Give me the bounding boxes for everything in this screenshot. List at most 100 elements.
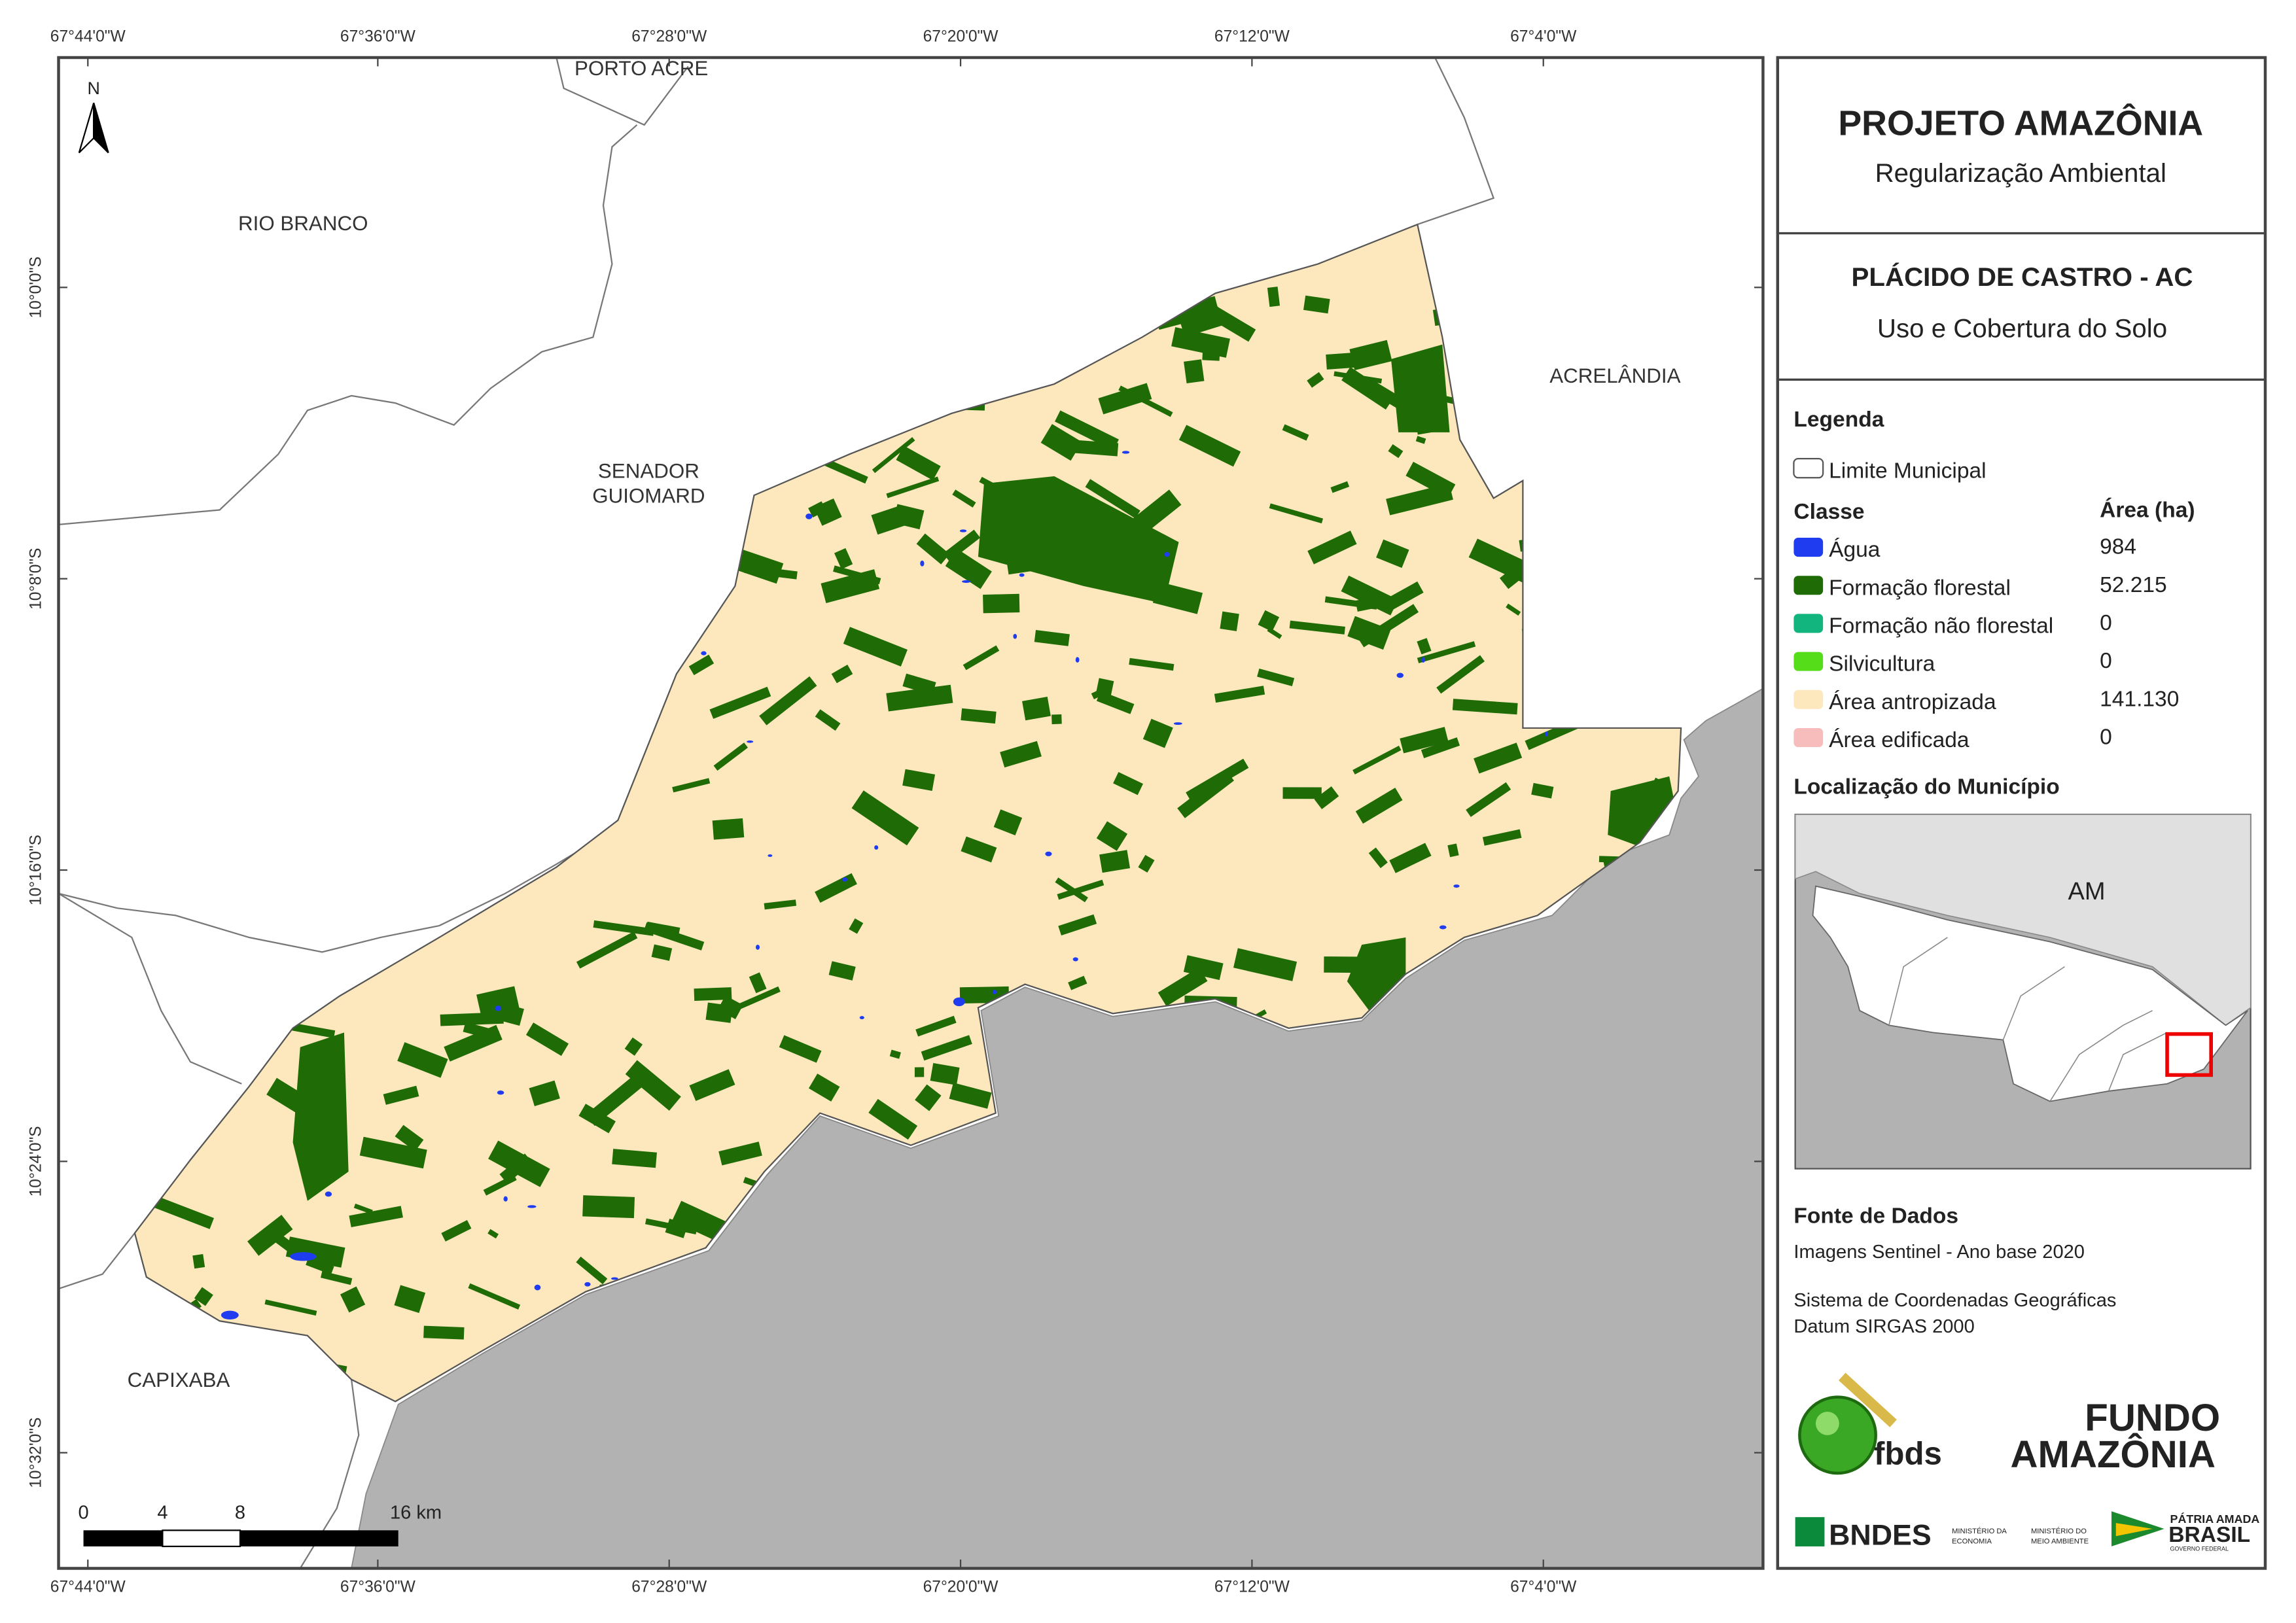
forest-patch [978, 476, 1179, 604]
forest-patch [1085, 479, 1140, 519]
water [1453, 884, 1460, 888]
lat-label: 10°32'0"S [27, 1418, 45, 1488]
forest-patch [1355, 788, 1403, 824]
forest-patch [576, 1256, 608, 1285]
forest-patch [834, 548, 853, 570]
neighbor-state [351, 688, 1763, 1569]
forest-patch [961, 836, 997, 863]
legend-swatch [1793, 538, 1824, 557]
title: PROJETO AMAZÔNIA [1838, 103, 2203, 143]
forest-patch [1205, 304, 1256, 342]
forest-patch [1506, 603, 1521, 616]
legend-swatch [1793, 652, 1824, 671]
forest-patch [1417, 638, 1432, 655]
water [495, 1005, 502, 1011]
forest-patch [1214, 686, 1265, 703]
map-area: PORTO ACRE RIO BRANCO SENADOR GUIOMARD A… [58, 57, 1763, 1569]
forest-patch [1000, 741, 1042, 768]
forest-patch [292, 1032, 349, 1201]
forest-patch [1157, 967, 1208, 1007]
forest-patch [886, 476, 940, 498]
place-label: SENADOR [598, 459, 699, 482]
lon-label: 67°28'0"W [631, 1578, 707, 1596]
forest-patch [612, 1149, 657, 1168]
forest-patch [285, 1236, 345, 1268]
forest-patch [689, 1069, 735, 1102]
legend-area: 0 [2100, 611, 2112, 635]
forest-patch [716, 986, 781, 1019]
forest-patch [1129, 657, 1174, 671]
forest-patch [1333, 371, 1383, 384]
forest-patch [1307, 531, 1357, 565]
forest-patch [808, 501, 826, 517]
lon-label: 67°44'0"W [50, 1578, 126, 1596]
forest-patch [1289, 620, 1345, 635]
forest-patch [1142, 718, 1173, 748]
water [584, 1282, 591, 1287]
forest-patch [833, 565, 881, 585]
forest-patch [1267, 287, 1280, 307]
forest-patch [1022, 697, 1051, 721]
legend-swatch [1793, 689, 1824, 709]
water [290, 1252, 317, 1261]
forest-patch [1390, 344, 1450, 432]
place-label: RIO BRANCO [238, 212, 368, 235]
legend-label: Água [1829, 538, 1881, 562]
forest-patch [1482, 829, 1522, 846]
lon-label: 67°44'0"W [50, 27, 126, 45]
lon-label: 67°12'0"W [1214, 27, 1290, 45]
forest-patch [349, 1206, 403, 1228]
forest-patch [192, 1253, 205, 1269]
water [1019, 573, 1025, 577]
forest-patch [1258, 610, 1280, 632]
forest-patch [1178, 425, 1241, 467]
legend-swatch [1793, 576, 1824, 595]
source-line: Sistema de Coordenadas Geográficas [1793, 1290, 2116, 1311]
forest-patch [1531, 782, 1554, 799]
water [527, 1205, 537, 1208]
forest-patch [1057, 879, 1104, 900]
forest-patch [851, 790, 919, 846]
forest-patch [1314, 786, 1339, 810]
forest-patch [1184, 359, 1205, 384]
forest-patch [1220, 611, 1239, 631]
forest-patch [779, 1035, 822, 1063]
forest-patch [147, 1194, 214, 1229]
lon-label: 67°4'0"W [1510, 1578, 1577, 1596]
logo-text: PÁTRIA AMADA [2170, 1512, 2260, 1526]
forest-patch [1389, 843, 1432, 873]
source-line: Datum SIRGAS 2000 [1793, 1316, 1974, 1337]
forest-patch [1326, 352, 1358, 370]
forest-patch [444, 1024, 503, 1062]
forest-patch [625, 1060, 681, 1111]
forest-patch [645, 1218, 698, 1234]
water [610, 1277, 618, 1280]
forest-patch [1349, 340, 1392, 371]
forest-patch [383, 1085, 419, 1105]
municipality-name: PLÁCIDO DE CASTRO - AC [1852, 262, 2193, 292]
forest-patch [483, 1174, 517, 1196]
forest-patch [672, 778, 711, 793]
water [1439, 925, 1447, 930]
water [701, 651, 707, 655]
scale-label: 8 [235, 1502, 245, 1523]
forest-patch [1388, 444, 1404, 459]
forest-patch [1096, 821, 1128, 851]
forest-patch [709, 686, 771, 719]
water [992, 989, 997, 994]
logo-text: ECONOMIA [1952, 1537, 1992, 1545]
water [1072, 957, 1078, 962]
forest-patch [247, 1214, 293, 1256]
inset-label: AM [2068, 878, 2105, 905]
place-label: CAPIXABA [128, 1369, 230, 1391]
forest-patch [902, 769, 936, 791]
place-label: PORTO ACRE [574, 57, 708, 80]
location-title: Localização do Município [1793, 775, 2059, 799]
legend-label: Formação florestal [1829, 576, 2011, 600]
forest-patch [914, 1067, 925, 1077]
water [959, 529, 967, 532]
forest-patch [320, 1271, 353, 1285]
scale-bar: 0 4 8 16 km [78, 1502, 442, 1548]
subtitle: Regularização Ambiental [1875, 158, 2166, 188]
